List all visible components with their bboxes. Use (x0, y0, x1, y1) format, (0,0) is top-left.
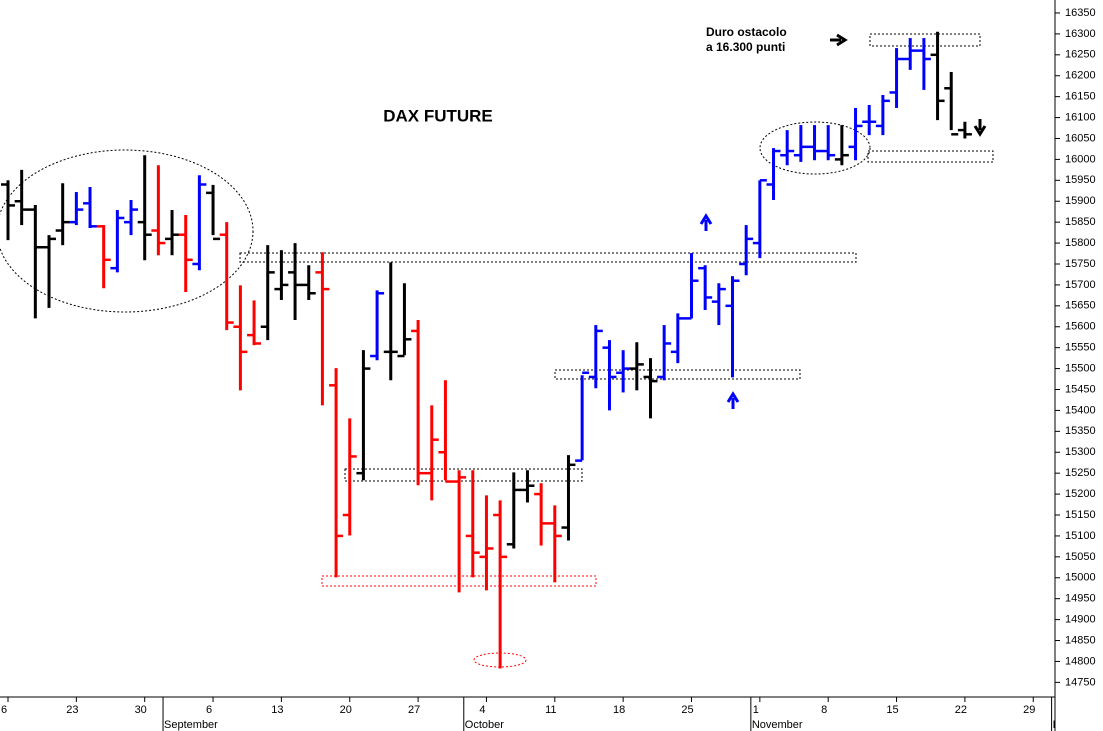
ellipse-annotation (759, 121, 871, 175)
y-tick-label: 14850 (1065, 634, 1096, 646)
annotation: a 16.300 punti (706, 40, 785, 54)
level-box (344, 468, 583, 482)
ellipse-annotation (473, 652, 527, 668)
level-box (554, 369, 801, 380)
y-tick-label: 15050 (1065, 551, 1096, 563)
x-tick-label: 27 (408, 704, 420, 716)
y-tick-label: 15850 (1065, 216, 1096, 228)
y-tick-label: 15200 (1065, 488, 1096, 500)
level-box (239, 252, 857, 263)
y-tick-label: 15750 (1065, 258, 1096, 270)
x-tick-label: 8 (821, 704, 827, 716)
x-tick-label: 15 (886, 704, 898, 716)
x-tick-label: 20 (340, 704, 352, 716)
arrow-up (699, 213, 713, 231)
y-tick-label: 16000 (1065, 153, 1096, 165)
x-tick-label: 23 (66, 704, 78, 716)
x-tick-label: 25 (681, 704, 693, 716)
x-tick-label: 22 (955, 704, 967, 716)
y-tick-label: 15350 (1065, 425, 1096, 437)
y-tick-label: 15400 (1065, 404, 1096, 416)
y-tick-label: 15700 (1065, 279, 1096, 291)
y-tick-label: 16350 (1065, 7, 1096, 19)
y-tick-label: 14950 (1065, 593, 1096, 605)
y-tick-label: 14750 (1065, 676, 1096, 688)
x-tick-label: 1 (753, 704, 759, 716)
y-tick-label: 16150 (1065, 91, 1096, 103)
y-tick-label: 16250 (1065, 49, 1096, 61)
y-tick-label: 16200 (1065, 70, 1096, 82)
y-tick-label: 15600 (1065, 321, 1096, 333)
month-label: October (465, 719, 504, 731)
y-tick-label: 15150 (1065, 509, 1096, 521)
y-tick-label: 15500 (1065, 362, 1096, 374)
y-tick-label: 15250 (1065, 467, 1096, 479)
x-tick-label: 11 (545, 704, 556, 716)
y-tick-label: 14800 (1065, 655, 1096, 667)
x-tick-label: 6 (1, 704, 7, 716)
x-tick-label: 6 (206, 704, 212, 716)
x-tick-label: 13 (271, 704, 283, 716)
month-label: November (752, 719, 803, 731)
y-tick-label: 16050 (1065, 132, 1096, 144)
x-tick-label: 4 (479, 704, 485, 716)
y-tick-label: 15800 (1065, 237, 1096, 249)
y-tick-label: 15300 (1065, 446, 1096, 458)
chart-title: DAX FUTURE (383, 106, 493, 125)
y-tick-label: 15950 (1065, 174, 1096, 186)
y-tick-label: 15900 (1065, 195, 1096, 207)
y-tick-label: 15450 (1065, 383, 1096, 395)
month-label: September (164, 719, 218, 731)
y-tick-label: 15000 (1065, 572, 1096, 584)
y-tick-label: 15550 (1065, 342, 1096, 354)
arrow-up (726, 391, 740, 409)
month-label: December (1053, 719, 1103, 731)
x-tick-label: 18 (613, 704, 625, 716)
annotation: Duro ostacolo (706, 25, 787, 39)
y-tick-label: 16100 (1065, 111, 1096, 123)
arrow-down (973, 119, 987, 137)
plot-area (0, 31, 994, 669)
x-tick-label: 29 (1023, 704, 1035, 716)
arrow-right (830, 33, 848, 47)
y-tick-label: 16300 (1065, 28, 1096, 40)
y-tick-label: 15650 (1065, 300, 1096, 312)
y-tick-label: 15100 (1065, 530, 1096, 542)
y-tick-label: 14900 (1065, 614, 1096, 626)
ellipse-annotation (0, 149, 254, 313)
x-tick-label: 30 (135, 704, 147, 716)
